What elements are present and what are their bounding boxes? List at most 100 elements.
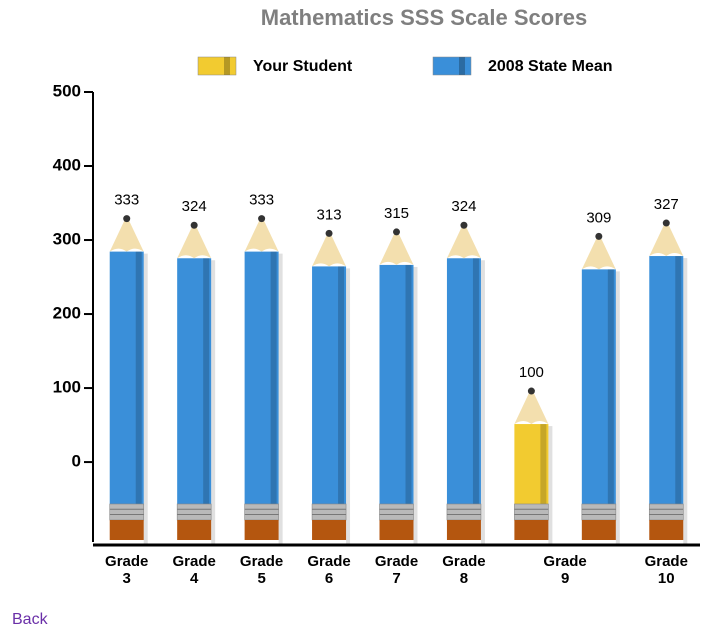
pencil-shade xyxy=(540,424,547,504)
pencil-body xyxy=(581,269,616,504)
y-tick-label: 500 xyxy=(53,81,81,100)
pencil-shadow xyxy=(683,258,688,544)
legend-swatch xyxy=(432,56,472,76)
pencil-eraser xyxy=(649,520,684,540)
pencil-cone xyxy=(514,388,549,425)
pencil xyxy=(109,215,148,544)
pencil-shadow xyxy=(548,426,553,544)
pencil-lead xyxy=(460,221,468,229)
value-label: 100 xyxy=(519,364,544,381)
pencil xyxy=(648,219,688,544)
pencil-cone xyxy=(177,222,212,259)
y-tick-label: 200 xyxy=(53,304,81,323)
pencil-lead xyxy=(258,215,266,223)
pencil-eraser xyxy=(514,520,549,540)
pencil-shadow xyxy=(615,271,620,544)
legend-swatch-shade xyxy=(459,57,465,75)
pencil-lead xyxy=(190,221,198,229)
pencil-eraser xyxy=(312,520,347,540)
pencil xyxy=(244,215,283,544)
pencil-shade xyxy=(203,258,210,504)
pencil-ferrule xyxy=(581,503,617,521)
legend-label: Your Student xyxy=(253,58,353,75)
pencil-shadow xyxy=(480,260,485,544)
value-label: 313 xyxy=(317,206,342,223)
pencil-cone xyxy=(649,220,684,257)
pencil-cone xyxy=(581,233,616,270)
pencil-eraser xyxy=(109,520,144,540)
value-label: 315 xyxy=(384,205,409,222)
pencil-ferrule xyxy=(446,503,482,521)
pencil-body xyxy=(177,258,212,504)
pencil-shade xyxy=(270,251,277,504)
pencil-body xyxy=(446,258,481,504)
value-label: 324 xyxy=(182,198,207,215)
pencil-eraser xyxy=(244,520,279,540)
pencil-cone xyxy=(446,222,481,259)
pencil-body xyxy=(379,264,414,504)
value-label: 309 xyxy=(586,209,611,226)
pencil-lead xyxy=(325,229,333,237)
x-tick-label: Grade 8 xyxy=(442,553,486,587)
pencil-cone xyxy=(109,215,144,252)
pencil-shadow xyxy=(413,266,418,544)
chart: Mathematics SSS Scale Scores Your Studen… xyxy=(53,5,700,547)
pencil-lead xyxy=(595,232,603,240)
x-tick-label: Grade 10 xyxy=(644,553,688,587)
pencil-ferrule xyxy=(379,503,414,521)
x-tick-label: Grade 5 xyxy=(239,553,284,587)
pencil xyxy=(311,229,351,544)
pencil-shade xyxy=(405,264,412,504)
pencil-cone xyxy=(244,215,279,252)
pencil-ferrule xyxy=(514,503,549,521)
pencil-body xyxy=(244,251,279,504)
pencil-body xyxy=(312,266,347,504)
x-tick-label: Grade 6 xyxy=(307,553,351,587)
pencil xyxy=(176,221,216,544)
pencil-shade xyxy=(607,269,614,504)
pencil xyxy=(379,228,418,544)
pencil-shadow xyxy=(211,260,216,544)
pencil-shadow xyxy=(346,268,351,544)
value-label: 333 xyxy=(114,192,139,209)
pencil-eraser xyxy=(446,520,481,540)
value-label: 333 xyxy=(249,192,274,209)
x-tick-label: Grade 3 xyxy=(105,553,149,587)
pencil-ferrule xyxy=(311,503,347,521)
pencil xyxy=(514,387,553,544)
legend-swatch xyxy=(197,56,237,76)
pencil-eraser xyxy=(379,520,414,540)
value-label: 324 xyxy=(451,198,476,215)
y-tick-label: 300 xyxy=(53,230,81,249)
x-tick-label: Grade 7 xyxy=(374,553,419,587)
x-tick-label: Grade 4 xyxy=(172,553,216,587)
y-tick-label: 0 xyxy=(72,452,81,471)
pencil-shade xyxy=(338,266,345,504)
pencil-cone xyxy=(379,228,414,265)
pencil-lead xyxy=(527,387,535,395)
back-link[interactable]: Back xyxy=(12,611,48,628)
pencil-ferrule xyxy=(109,503,145,521)
legend-label: 2008 State Mean xyxy=(488,58,613,75)
pencil-lead xyxy=(123,215,131,223)
pencil-shade xyxy=(135,251,142,504)
pencil-shadow xyxy=(278,253,283,544)
pencil-ferrule xyxy=(244,503,279,521)
pencil-ferrule xyxy=(648,503,684,521)
pencil-shade xyxy=(675,256,682,504)
pencil-ferrule xyxy=(176,503,212,521)
value-label: 327 xyxy=(654,196,679,213)
pencil-eraser xyxy=(177,520,212,540)
x-tick-label: Grade 9 xyxy=(543,553,587,587)
y-tick-label: 100 xyxy=(53,378,81,397)
pencil-eraser xyxy=(581,520,616,540)
pencil-shade xyxy=(472,258,479,504)
legend-swatch-shade xyxy=(224,57,230,75)
pencil-body xyxy=(109,251,144,504)
pencil-body xyxy=(514,424,549,504)
chart-title: Mathematics SSS Scale Scores xyxy=(261,5,588,30)
pencil-lead xyxy=(662,219,670,227)
pencil-cone xyxy=(312,230,347,267)
pencil xyxy=(581,232,620,544)
